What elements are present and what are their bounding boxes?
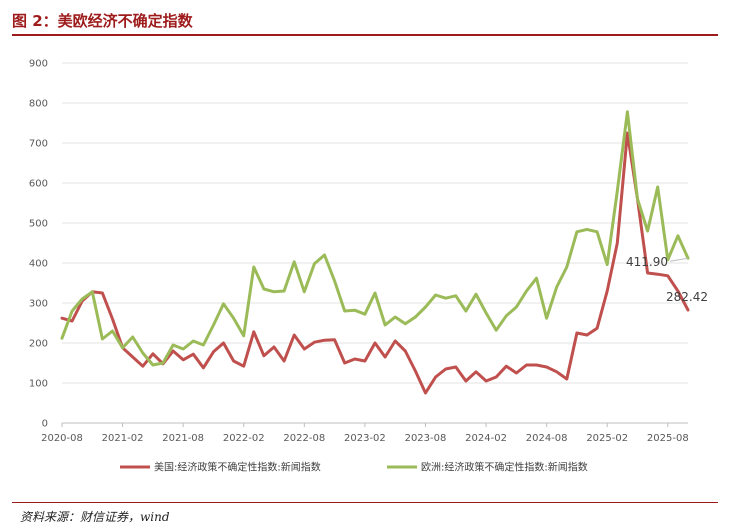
y-tick-label: 100 <box>29 379 48 390</box>
legend-label-us: 美国:经济政策不确定性指数:新闻指数 <box>154 461 321 474</box>
x-tick-label: 2024-08 <box>526 433 568 444</box>
series-line-eu <box>60 110 690 367</box>
x-tick-label: 2025-08 <box>647 433 689 444</box>
x-axis: 2020-08 2021-02 2021-08 2022-02 2022-08 2023-… <box>41 423 689 444</box>
y-tick-label: 800 <box>29 99 48 110</box>
y-axis: 0 100 200 300 400 500 600 700 800 900 <box>29 59 48 430</box>
x-tick-label: 2023-02 <box>344 433 386 444</box>
figure-title: 图 2：美欧经济不确定指数 <box>12 12 193 30</box>
y-tick-label: 500 <box>29 219 48 230</box>
legend-label-eu: 欧洲:经济政策不确定性指数:新闻指数 <box>421 461 588 474</box>
x-tick-label: 2021-08 <box>162 433 204 444</box>
title-rule <box>12 34 718 36</box>
annotation-eu-last: 411.90 <box>626 255 668 269</box>
x-tick-label: 2023-08 <box>405 433 447 444</box>
x-tick-label: 2024-02 <box>465 433 507 444</box>
y-tick-label: 0 <box>42 419 48 430</box>
x-tick-label: 2021-02 <box>102 433 144 444</box>
end-annotations: 411.90 282.42 <box>626 255 708 304</box>
y-tick-label: 300 <box>29 299 48 310</box>
x-tick-label: 2020-08 <box>41 433 83 444</box>
annotation-leader <box>669 257 689 262</box>
y-tick-label: 400 <box>29 259 48 270</box>
source-note: 资料来源：财信证券，wind <box>20 510 170 524</box>
y-tick-label: 200 <box>29 339 48 350</box>
x-tick-label: 2022-08 <box>283 433 325 444</box>
x-tick-label: 2022-02 <box>223 433 265 444</box>
y-tick-label: 600 <box>29 179 48 190</box>
series-lines <box>60 110 690 395</box>
footer-rule <box>12 502 718 503</box>
line-chart: 0 100 200 300 400 500 600 700 800 900 2020-08 2021… <box>29 59 708 474</box>
y-tick-label: 900 <box>29 59 48 70</box>
y-tick-label: 700 <box>29 139 48 150</box>
annotation-us-last: 282.42 <box>666 290 708 304</box>
gridlines <box>62 62 688 424</box>
x-tick-label: 2025-02 <box>586 433 628 444</box>
legend: 美国:经济政策不确定性指数:新闻指数 欧洲:经济政策不确定性指数:新闻指数 <box>120 461 588 474</box>
